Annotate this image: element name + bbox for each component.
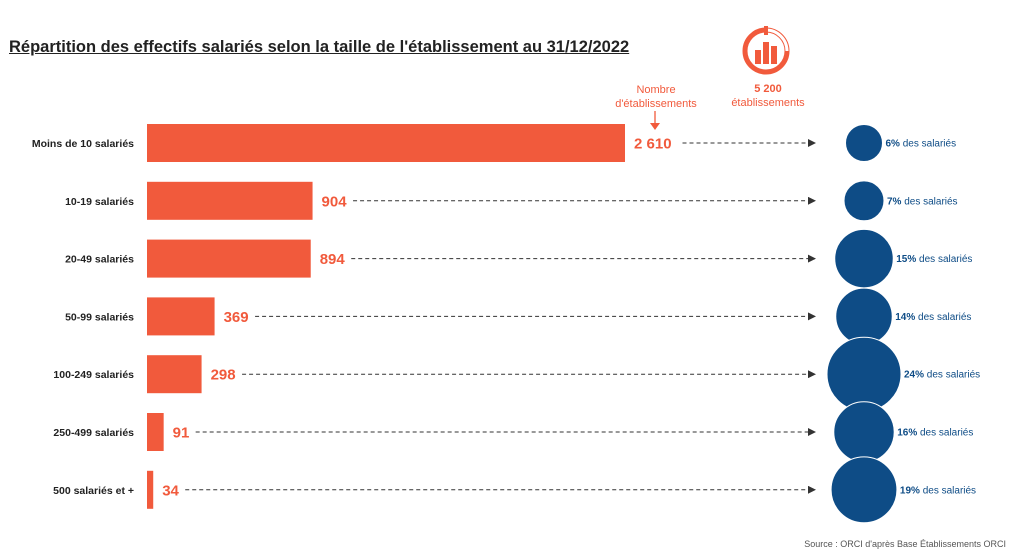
total-establishments-label: établissements [731, 97, 805, 109]
bubble [826, 336, 902, 412]
category-label: 500 salariés et + [53, 485, 134, 497]
category-label: 50-99 salariés [65, 311, 134, 323]
bar-value-label: 91 [173, 425, 190, 442]
category-label: 20-49 salariés [65, 254, 134, 266]
category-label: 10-19 salariés [65, 196, 134, 208]
bar-value-label: 2 610 [634, 136, 672, 153]
bar [147, 413, 164, 451]
bar-chart-circle-icon [742, 26, 790, 75]
bubble-percent-label: 14% des salariés [895, 312, 971, 323]
bubble [833, 401, 895, 463]
bubble-percent-label: 19% des salariés [900, 485, 976, 496]
count-header-line1: Nombre [636, 84, 676, 96]
source-note: Source : ORCI d'après Base Établissement… [804, 539, 1006, 549]
bubble [835, 287, 893, 346]
bubble-percent-label: 16% des salariés [897, 428, 973, 439]
bar [147, 124, 625, 162]
bar-value-label: 894 [320, 251, 346, 268]
bar-value-label: 369 [224, 309, 249, 326]
bubble-percent-label: 7% des salariés [887, 196, 958, 207]
bar [147, 239, 311, 278]
bar [147, 181, 313, 220]
bubble [834, 228, 894, 289]
category-label: 100-249 salariés [53, 369, 134, 381]
count-header-line2: d'établissements [615, 98, 697, 110]
bubble [830, 456, 898, 524]
category-label: Moins de 10 salariés [32, 138, 134, 150]
total-establishments-value: 5 200 [754, 83, 782, 95]
bubble [843, 180, 885, 222]
bar-value-label: 34 [162, 482, 179, 499]
down-arrow-icon [650, 111, 660, 130]
category-label: 250-499 salariés [53, 427, 134, 439]
chart-title: Répartition des effectifs salariés selon… [9, 38, 630, 56]
count-column-header: Nombre d'établissements [612, 83, 700, 111]
bar [147, 355, 202, 394]
bubble-percent-label: 24% des salariés [904, 370, 980, 381]
bubble-percent-label: 6% des salariés [886, 139, 957, 150]
bar [147, 470, 154, 509]
bar [147, 297, 215, 336]
bar-value-label: 298 [211, 367, 236, 384]
bubble [845, 124, 883, 162]
bubble-percent-label: 15% des salariés [896, 254, 972, 265]
bar-value-label: 904 [322, 193, 348, 210]
